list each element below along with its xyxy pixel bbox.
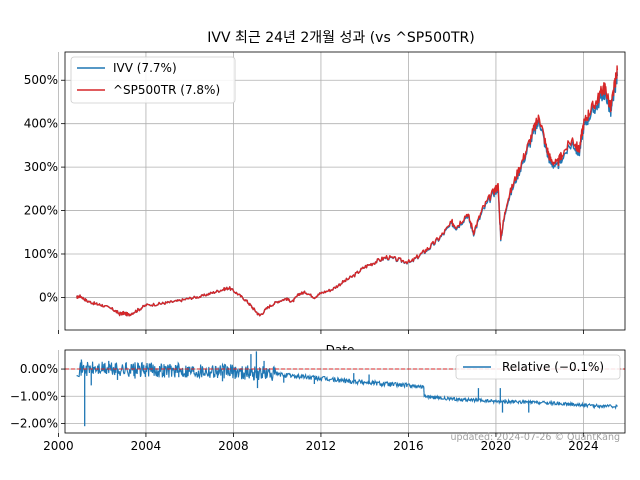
relative-axis-ticks: 2000 2004 2008 2012 2016 2020 2024 0.00% −1.00% −… <box>10 362 599 453</box>
main-y-tick-label: 400% <box>24 117 58 131</box>
main-y-tick-label: 300% <box>24 160 58 174</box>
x-tick-label: 2020 <box>481 439 512 453</box>
x-tick-label: 2012 <box>306 439 337 453</box>
series-line-sp500tr <box>76 65 619 317</box>
x-tick-label: 2016 <box>393 439 424 453</box>
main-panel: IVV 최근 24년 2개월 성과 (vs ^SP500TR) 0% 100% 20… <box>24 30 626 357</box>
relative-panel: 2000 2004 2008 2012 2016 2020 2024 0.00% −1.00% −… <box>10 349 626 453</box>
legend-label-ivv: IVV (7.7%) <box>113 61 177 75</box>
main-y-tick-label: 200% <box>24 204 58 218</box>
main-series-lines <box>76 65 619 317</box>
legend-label-sp500tr: ^SP500TR (7.8%) <box>113 83 220 97</box>
chart-title: IVV 최근 24년 2개월 성과 (vs ^SP500TR) <box>207 30 474 46</box>
main-y-tick-label: 100% <box>24 247 58 261</box>
relative-legend: Relative (−0.1%) <box>455 354 621 380</box>
main-y-tick-label: 500% <box>24 73 58 87</box>
main-y-tick-label: 0% <box>39 290 58 304</box>
x-tick-label: 2008 <box>218 439 249 453</box>
relative-legend-box <box>455 354 621 380</box>
relative-y-tick-label: −2.00% <box>10 416 58 430</box>
relative-series <box>76 351 618 427</box>
xlabel-mask <box>318 344 358 347</box>
relative-y-tick-label: −1.00% <box>10 389 58 403</box>
main-plot-border <box>64 51 626 331</box>
main-y-ticks: 0% 100% 200% 300% 400% 500% <box>24 73 65 304</box>
relative-plot-border <box>64 349 626 434</box>
relative-series-line <box>76 361 618 410</box>
main-legend-box <box>70 56 236 104</box>
x-tick-label: 2024 <box>568 439 599 453</box>
footer-updated: updated: 2024-07-26 © QuantKang <box>451 432 620 443</box>
main-legend: IVV (7.7%) ^SP500TR (7.8%) <box>70 56 236 104</box>
legend-label-relative: Relative (−0.1%) <box>502 360 604 374</box>
relative-y-tick-label: 0.00% <box>20 362 58 376</box>
x-tick-label: 2000 <box>43 439 74 453</box>
x-tick-label: 2004 <box>131 439 162 453</box>
main-x-tickmarks <box>58 330 584 334</box>
